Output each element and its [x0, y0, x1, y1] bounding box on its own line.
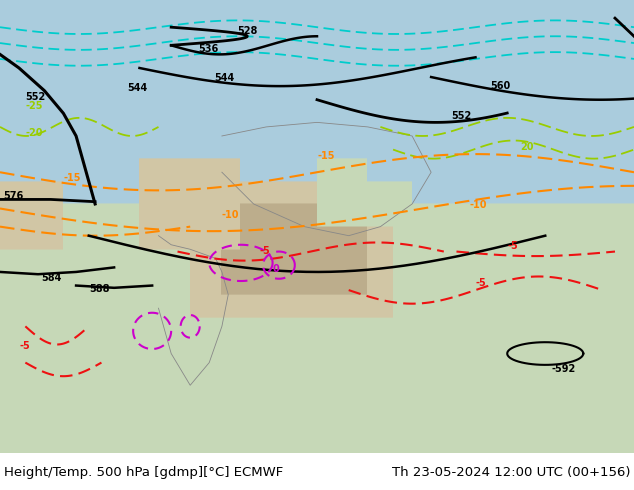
Text: 588: 588	[89, 284, 109, 294]
Text: -592: -592	[552, 364, 576, 374]
Text: Th 23-05-2024 12:00 UTC (00+156): Th 23-05-2024 12:00 UTC (00+156)	[392, 466, 630, 479]
Text: -20: -20	[25, 128, 43, 138]
Text: -5: -5	[260, 246, 271, 256]
Text: -5: -5	[19, 341, 30, 351]
Text: 544: 544	[214, 73, 235, 83]
Text: 552: 552	[451, 111, 472, 121]
Text: 576: 576	[3, 192, 23, 201]
Text: 528: 528	[237, 26, 257, 36]
Text: 0: 0	[273, 264, 280, 274]
Text: -15: -15	[317, 150, 335, 161]
Text: 20: 20	[520, 142, 533, 151]
Text: -10: -10	[469, 200, 487, 211]
Text: -5: -5	[507, 241, 518, 251]
Text: 560: 560	[490, 80, 510, 91]
Text: 552: 552	[25, 92, 46, 102]
Text: 536: 536	[198, 44, 218, 54]
Text: -25: -25	[25, 101, 43, 111]
Text: Height/Temp. 500 hPa [gdmp][°C] ECMWF: Height/Temp. 500 hPa [gdmp][°C] ECMWF	[4, 466, 283, 479]
Text: 544: 544	[127, 83, 147, 93]
Text: 584: 584	[41, 273, 61, 283]
Text: -5: -5	[476, 277, 486, 288]
Text: -10: -10	[222, 210, 240, 220]
Text: -15: -15	[63, 173, 81, 183]
